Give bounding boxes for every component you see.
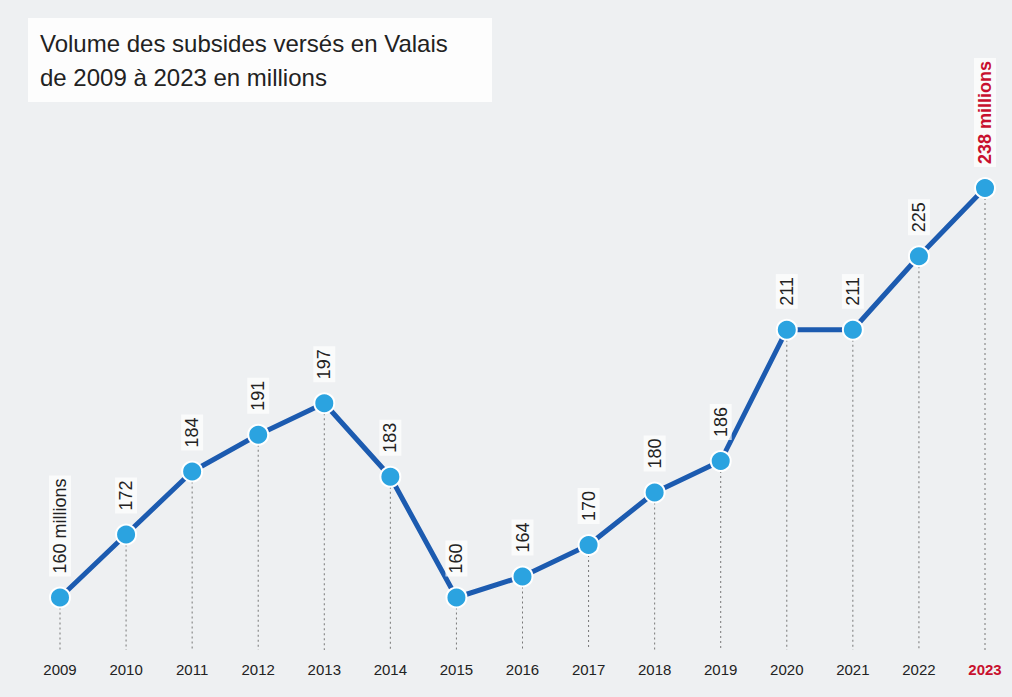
- svg-text:Volume des subsides versés en: Volume des subsides versés en Valais: [40, 30, 454, 57]
- svg-text:2015: 2015: [440, 661, 473, 678]
- svg-text:170: 170: [579, 491, 599, 521]
- svg-text:180: 180: [645, 438, 665, 468]
- svg-text:2013: 2013: [308, 661, 341, 678]
- svg-text:186: 186: [711, 407, 731, 437]
- svg-text:238 millions: 238 millions: [975, 61, 995, 164]
- svg-text:211: 211: [777, 277, 797, 306]
- svg-text:211: 211: [843, 277, 863, 306]
- svg-text:225: 225: [909, 202, 929, 232]
- svg-text:160: 160: [446, 543, 466, 573]
- svg-text:191: 191: [248, 381, 268, 411]
- svg-text:164: 164: [513, 522, 533, 552]
- svg-text:2010: 2010: [109, 661, 142, 678]
- svg-text:2022: 2022: [902, 661, 935, 678]
- svg-text:2011: 2011: [176, 661, 208, 678]
- svg-text:2014: 2014: [374, 661, 407, 678]
- svg-text:183: 183: [380, 423, 400, 453]
- svg-text:2016: 2016: [506, 661, 539, 678]
- svg-text:de 2009 à 2023 en millions: de 2009 à 2023 en millions: [40, 64, 327, 91]
- svg-text:2018: 2018: [638, 661, 671, 678]
- svg-text:172: 172: [116, 480, 136, 510]
- svg-text:2019: 2019: [704, 661, 737, 678]
- svg-text:2012: 2012: [242, 661, 275, 678]
- svg-text:160 millions: 160 millions: [50, 478, 70, 573]
- svg-text:2023: 2023: [968, 661, 1001, 678]
- svg-text:2017: 2017: [572, 661, 605, 678]
- svg-text:197: 197: [314, 349, 334, 379]
- svg-text:2009: 2009: [43, 661, 76, 678]
- svg-text:2021: 2021: [836, 661, 869, 678]
- svg-text:2020: 2020: [770, 661, 803, 678]
- svg-text:184: 184: [182, 417, 202, 447]
